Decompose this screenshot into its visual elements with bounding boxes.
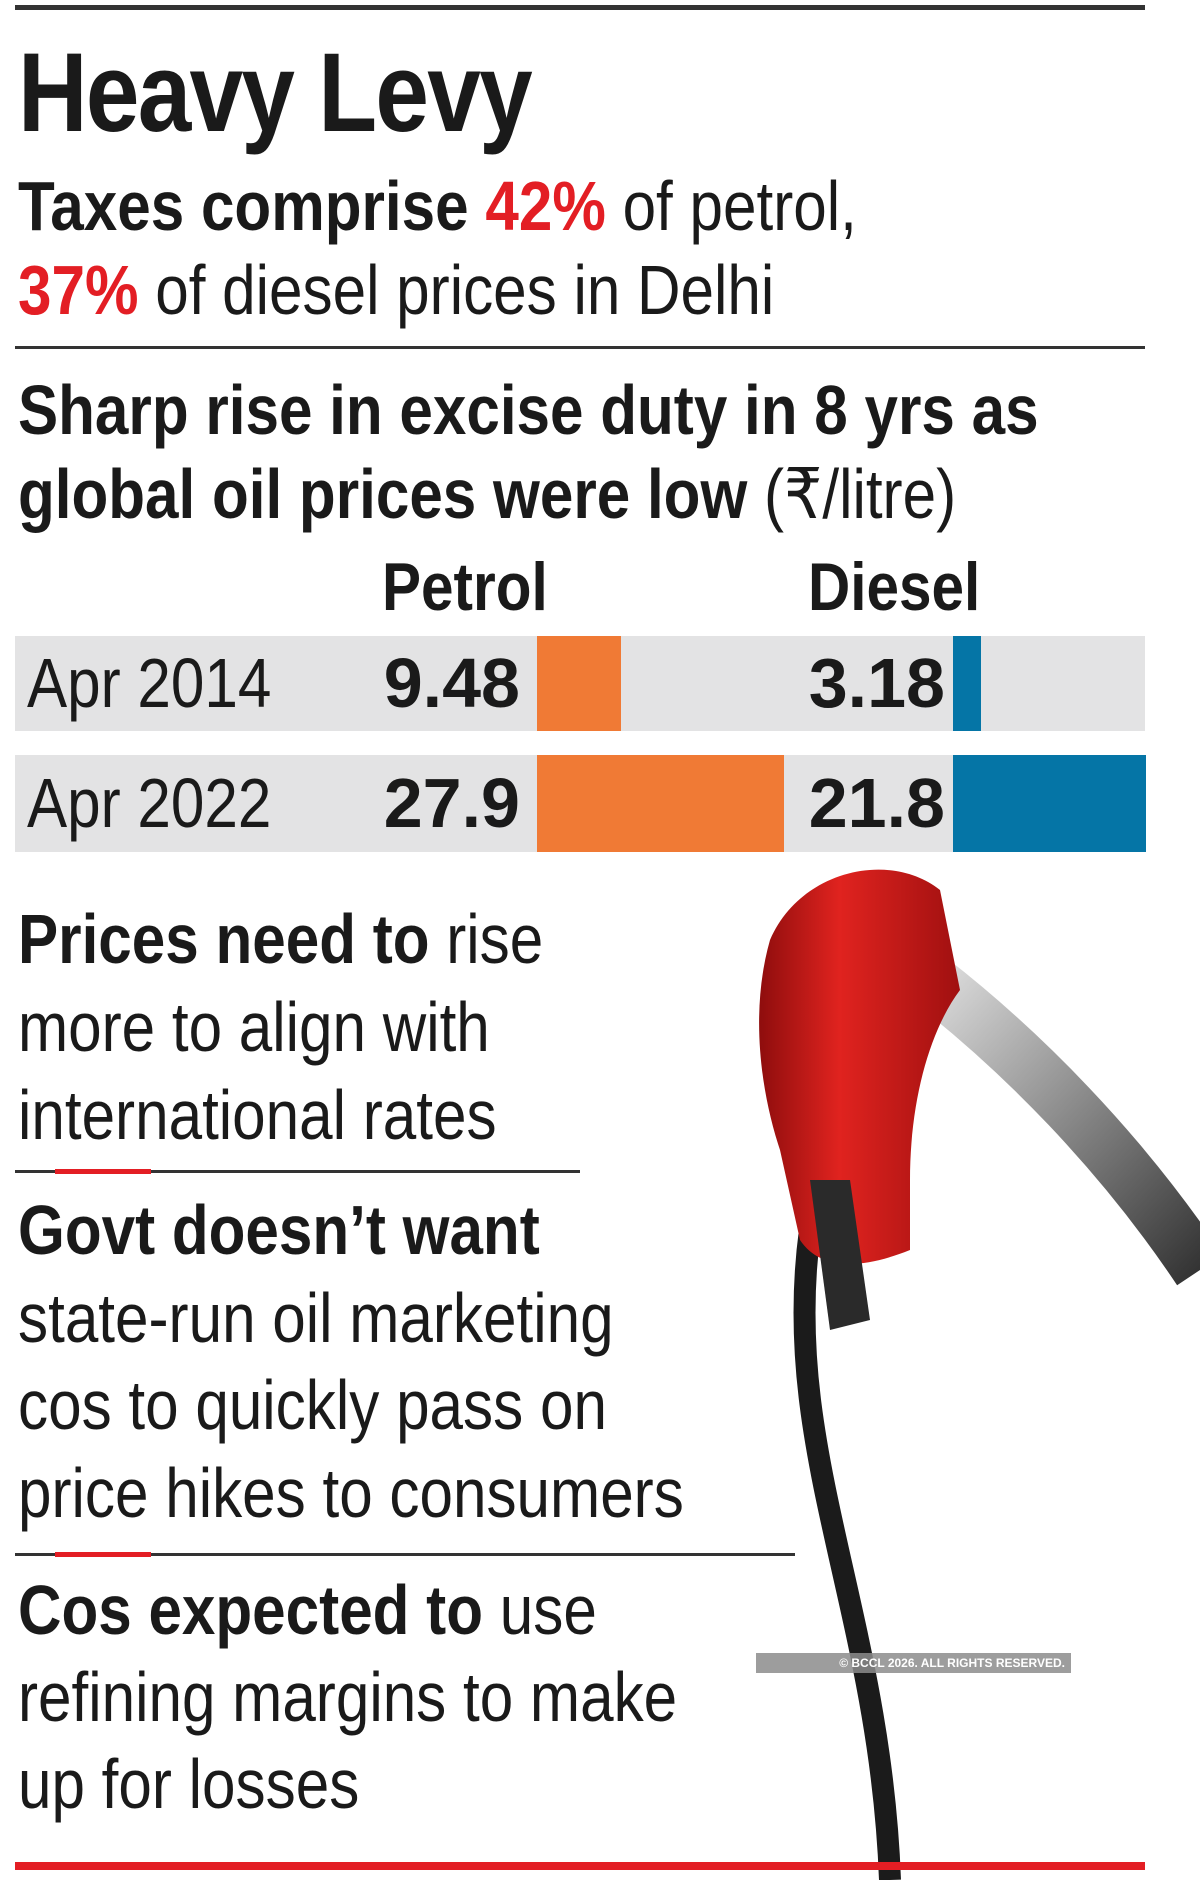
subtitle-line-1: Taxes comprise 42% of petrol,	[18, 167, 857, 245]
divider	[15, 1553, 795, 1556]
point-3-line-3: up for losses	[18, 1745, 360, 1823]
section-heading-line-1: Sharp rise in excise duty in 8 yrs as	[18, 371, 1039, 449]
petrol-bar	[537, 636, 621, 731]
chart-row-2022: Apr 2022 27.9 21.8	[15, 755, 1146, 852]
category-label: Apr 2022	[27, 764, 272, 842]
legend-diesel: Diesel	[808, 549, 981, 625]
nozzle-body	[759, 869, 960, 1264]
point-2-line-1: Govt doesn’t want	[18, 1191, 540, 1269]
divider	[15, 346, 1145, 349]
point-2-line-3: cos to quickly pass on	[18, 1366, 607, 1444]
point-1-line-2: more to align with	[18, 988, 490, 1066]
copyright-watermark: © BCCL 2026. ALL RIGHTS RESERVED.	[756, 1653, 1071, 1673]
diesel-value-label: 21.8	[808, 764, 945, 842]
subtitle-line-2: 37% of diesel prices in Delhi	[18, 251, 775, 329]
section-heading-line-2: global oil prices were low (₹/litre)	[18, 455, 957, 533]
petrol-value-label: 27.9	[383, 764, 520, 842]
diesel-value-label: 3.18	[808, 644, 945, 722]
category-label: Apr 2014	[27, 644, 272, 722]
point-1-line-1: Prices need to rise	[18, 900, 544, 978]
black-hose	[793, 1228, 901, 1880]
bottom-red-rule	[15, 1862, 1145, 1870]
point-3-line-1: Cos expected to use	[18, 1571, 597, 1649]
headline: Heavy Levy	[18, 30, 533, 155]
legend-petrol: Petrol	[382, 549, 548, 625]
fuel-pump-nozzle-illustration	[759, 869, 1200, 1880]
petrol-value-label: 9.48	[383, 644, 520, 722]
nozzle-trigger	[810, 1180, 870, 1330]
top-rule	[15, 5, 1145, 10]
point-1-line-3: international rates	[18, 1076, 497, 1154]
red-accent	[55, 1552, 151, 1557]
silver-hose	[913, 958, 1200, 1286]
diesel-bar	[953, 755, 1146, 852]
red-accent	[55, 1169, 151, 1174]
point-3-line-2: refining margins to make	[18, 1658, 678, 1736]
diesel-bar	[953, 636, 982, 731]
point-2-line-2: state-run oil marketing	[18, 1279, 614, 1357]
point-2-line-4: price hikes to consumers	[18, 1454, 684, 1532]
petrol-bar	[537, 755, 784, 852]
chart-row-2014: Apr 2014 9.48 3.18	[15, 636, 1145, 731]
divider	[15, 1170, 580, 1173]
